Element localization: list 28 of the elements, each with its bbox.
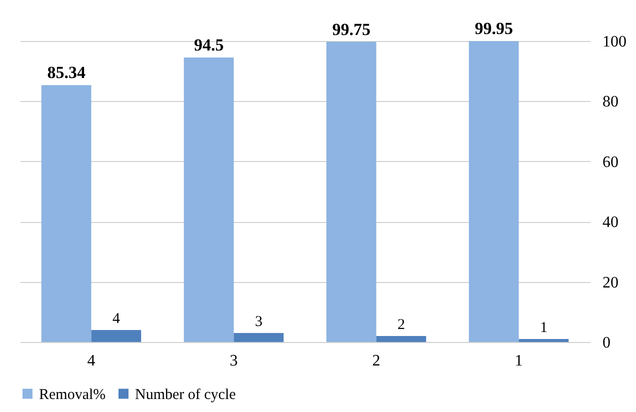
data-label: 99.75 — [332, 20, 370, 39]
y-tick-label: 0 — [602, 334, 610, 352]
x-tick-label: 2 — [372, 352, 380, 370]
legend-label: Number of cycle — [135, 386, 236, 403]
data-label: 94.5 — [194, 36, 224, 55]
bar — [41, 85, 92, 342]
x-tick-label: 3 — [230, 352, 238, 370]
bar — [518, 338, 569, 342]
data-label: 99.95 — [474, 19, 513, 38]
data-label: 85.34 — [47, 63, 86, 82]
y-tick-label: 60 — [602, 154, 618, 171]
x-tick-label: 4 — [87, 352, 96, 370]
y-tick-label: 100 — [602, 34, 626, 50]
x-tick-label: 1 — [514, 352, 523, 370]
legend-label: Removal% — [39, 386, 106, 403]
data-label: 3 — [254, 314, 262, 330]
bar — [468, 41, 519, 342]
y-tick-label: 20 — [602, 274, 618, 292]
bar — [91, 330, 142, 342]
bar — [184, 58, 234, 342]
data-label: 1 — [540, 320, 548, 336]
y-tick-label: 80 — [602, 94, 618, 111]
bar — [326, 42, 376, 342]
data-label: 4 — [112, 310, 120, 327]
y-tick-label: 40 — [602, 214, 618, 232]
bar — [376, 336, 426, 342]
bar — [234, 332, 284, 342]
data-label: 2 — [397, 316, 405, 333]
